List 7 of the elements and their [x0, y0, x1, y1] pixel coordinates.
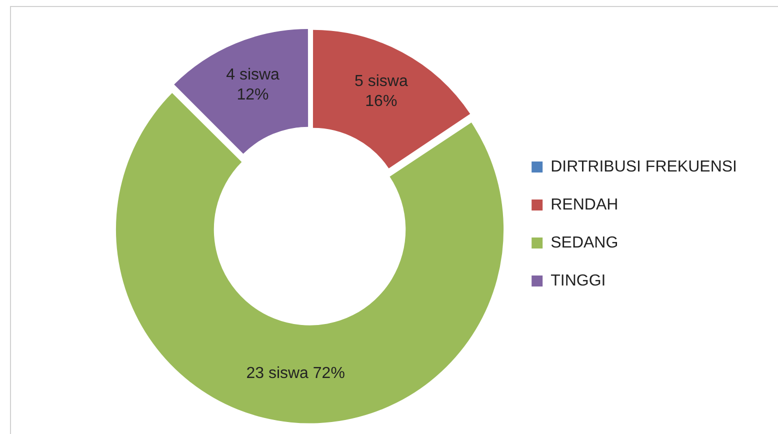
legend-label: TINGGI: [550, 272, 606, 290]
data-label: 4 siswa 12%: [226, 66, 280, 104]
legend-label: SEDANG: [550, 234, 618, 252]
legend-label: RENDAH: [550, 196, 618, 214]
data-label: 23 siswa 72%: [246, 365, 345, 382]
legend-label: DIRTRIBUSI FREKUENSI: [550, 158, 738, 176]
data-label: 5 siswa 16%: [354, 72, 408, 110]
